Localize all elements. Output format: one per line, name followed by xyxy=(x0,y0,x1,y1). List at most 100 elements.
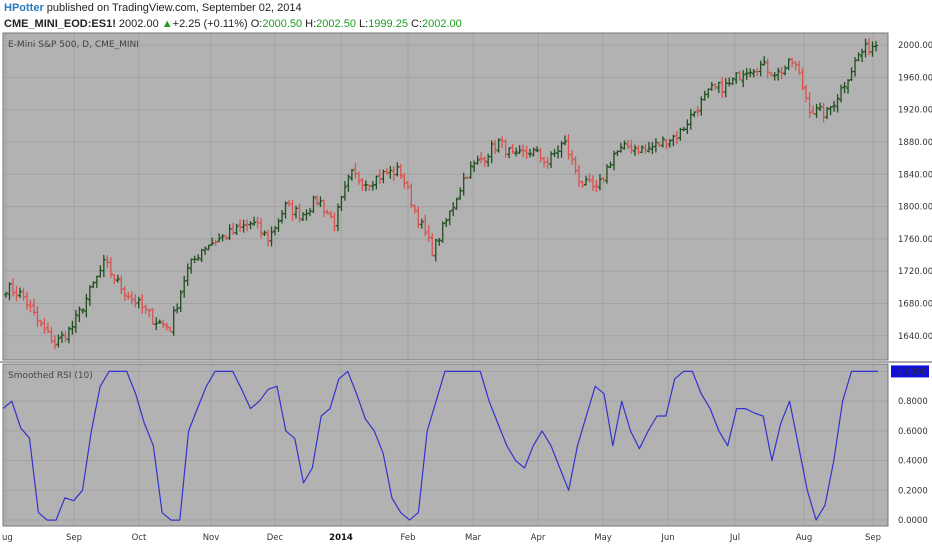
ohlc-bar xyxy=(625,139,630,150)
ohlc-bar xyxy=(384,168,389,175)
ohlc-bar xyxy=(108,257,113,279)
ohlc-bar xyxy=(133,294,138,308)
ohlc-bar xyxy=(807,92,812,118)
last-price: 2002.00 xyxy=(118,18,159,30)
ohlc-bar xyxy=(531,147,536,157)
ohlc-bar xyxy=(196,254,201,261)
ohlc-bar xyxy=(143,304,148,315)
ohlc-bar xyxy=(213,239,218,246)
ohlc-bar xyxy=(185,263,190,286)
ohlc-bar xyxy=(814,104,819,119)
close-value: 2002.00 xyxy=(422,18,462,30)
ohlc-bar xyxy=(140,294,145,314)
ohlc-bar xyxy=(570,150,575,165)
up-arrow-icon: ▲ xyxy=(161,18,173,30)
ohlc-bar xyxy=(80,308,85,314)
month-label: May xyxy=(594,533,612,543)
author-link[interactable]: HPotter xyxy=(4,2,44,14)
ohlc-bar xyxy=(664,138,669,150)
low-value: 1999.25 xyxy=(368,18,408,30)
ohlc-bar xyxy=(863,38,868,58)
ohlc-bar xyxy=(4,292,8,298)
price-axis-label: 1760.00 xyxy=(898,235,932,245)
price-pane-border xyxy=(2,32,889,361)
month-label: Mar xyxy=(465,533,482,543)
published-text: published on TradingView.com, September … xyxy=(46,2,302,14)
ohlc-bar xyxy=(524,145,529,159)
ohlc-bar xyxy=(129,291,134,305)
ohlc-bar xyxy=(269,226,274,247)
ohlc-bar xyxy=(776,67,781,81)
ohlc-bar xyxy=(252,216,257,226)
ohlc-bar xyxy=(573,156,578,175)
ohlc-bar xyxy=(695,106,700,117)
ohlc-bar xyxy=(430,233,435,257)
ohlc-bar xyxy=(444,217,449,228)
ohlc-bar xyxy=(874,41,878,52)
ohlc-bar xyxy=(587,173,592,183)
price-pane-title: E-Mini S&P 500, D, CME_MINI xyxy=(8,40,139,50)
ohlc-bar xyxy=(639,145,644,154)
rsi-axis-label: 0.8000 xyxy=(898,397,928,407)
ohlc-bar xyxy=(482,156,487,167)
ohlc-bar xyxy=(629,139,634,154)
price-pane-background xyxy=(3,33,888,360)
ohlc-bar xyxy=(262,230,267,236)
ohlc-bar xyxy=(597,173,602,191)
price-change: +2.25 (+0.11%) xyxy=(172,18,248,30)
ohlc-bar xyxy=(528,148,533,158)
ohlc-bar xyxy=(737,70,742,81)
open-label: O: xyxy=(250,18,263,30)
ohlc-bar xyxy=(542,156,547,168)
ohlc-bar xyxy=(765,58,770,79)
ohlc-bar xyxy=(164,322,169,331)
symbol-name[interactable]: CME_MINI_EOD:ES1! xyxy=(4,18,116,30)
price-axis-label: 1680.00 xyxy=(898,299,932,309)
ohlc-bar xyxy=(276,218,281,232)
ohlc-bar xyxy=(423,214,428,237)
ohlc-bar xyxy=(643,143,648,155)
ohlc-bar xyxy=(713,83,718,91)
ohlc-bar xyxy=(56,334,61,348)
ohlc-bar xyxy=(227,224,232,240)
ohlc-bar xyxy=(468,161,473,179)
ohlc-bar xyxy=(59,331,64,343)
ohlc-bar xyxy=(632,144,637,156)
ohlc-bar xyxy=(517,145,522,155)
grid-lines xyxy=(3,33,888,526)
ohlc-bar xyxy=(660,136,665,148)
ohlc-bar xyxy=(38,320,43,327)
ohlc-bar xyxy=(563,135,568,146)
ohlc-bar xyxy=(856,52,861,62)
ohlc-bar xyxy=(828,105,833,116)
ohlc-bar xyxy=(45,322,50,334)
ohlc-bar xyxy=(321,199,326,218)
ohlc-bar xyxy=(580,180,585,188)
ohlc-bar xyxy=(762,56,767,66)
month-label: Sep xyxy=(66,533,82,543)
rsi-axis-label: 0.6000 xyxy=(898,427,928,437)
ohlc-bar xyxy=(748,68,753,78)
rsi-last-value-tag xyxy=(891,365,929,378)
ohlc-bar xyxy=(493,140,498,154)
ohlc-bar xyxy=(594,179,599,193)
ohlc-bar xyxy=(112,274,117,284)
ohlc-bar xyxy=(559,140,564,158)
ohlc-bar xyxy=(311,195,316,214)
symbol-line: CME_MINI_EOD:ES1! 2002.00 ▲+2.25 (+0.11%… xyxy=(4,18,462,30)
ohlc-bar xyxy=(388,166,393,179)
price-axis-label: 1800.00 xyxy=(898,203,932,213)
ohlc-bar xyxy=(730,77,735,86)
ohlc-bar xyxy=(126,291,131,300)
rsi-axis-label: 0.2000 xyxy=(898,486,928,496)
ohlc-bar xyxy=(419,218,424,229)
price-axis-label: 1640.00 xyxy=(898,332,932,342)
low-label: L: xyxy=(359,18,369,30)
price-bars xyxy=(4,37,878,350)
ohlc-bar xyxy=(234,223,239,235)
price-axis-label: 1920.00 xyxy=(898,106,932,116)
month-label: Jul xyxy=(729,533,740,543)
ohlc-bar xyxy=(203,246,208,255)
ohlc-bar xyxy=(175,303,180,314)
